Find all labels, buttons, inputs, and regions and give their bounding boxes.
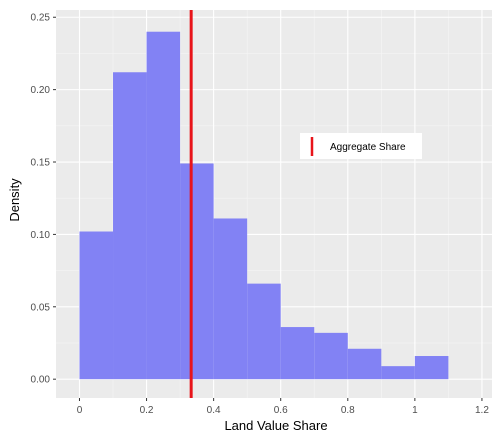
histogram-bar-7 bbox=[280, 327, 315, 380]
x-axis: 0 0.2 0.4 0.6 0.8 1 1.2 bbox=[77, 398, 489, 416]
histogram-bars bbox=[79, 31, 449, 380]
y-axis: 0.00 0.05 0.10 0.15 0.20 0.25 bbox=[31, 13, 56, 386]
histogram-bar-4 bbox=[180, 163, 214, 380]
histogram-bar-2 bbox=[113, 72, 147, 380]
y-tick-label: 0.10 bbox=[31, 230, 51, 241]
histogram-bar-9 bbox=[347, 348, 382, 380]
legend-box bbox=[300, 133, 422, 159]
x-tick-label: 0 bbox=[77, 405, 83, 416]
histogram-bar-6 bbox=[247, 283, 281, 380]
legend: Aggregate Share bbox=[300, 133, 422, 159]
x-tick-label: 0.4 bbox=[207, 405, 221, 416]
histogram-bar-8 bbox=[314, 332, 348, 380]
x-tick-label: 0.8 bbox=[341, 405, 355, 416]
x-tick-label: 0.6 bbox=[274, 405, 288, 416]
histogram-bar-10 bbox=[381, 366, 415, 380]
y-tick-label: 0.15 bbox=[31, 158, 51, 169]
histogram-bar-5 bbox=[213, 218, 248, 380]
histogram-bar-1 bbox=[79, 231, 114, 380]
x-tick-label: 1 bbox=[412, 405, 418, 416]
histogram-bar-11 bbox=[414, 356, 449, 380]
y-tick-label: 0.05 bbox=[31, 302, 51, 313]
y-tick-label: 0.00 bbox=[31, 375, 51, 386]
x-axis-title: Land Value Share bbox=[224, 418, 327, 433]
y-axis-title: Density bbox=[7, 178, 22, 222]
y-tick-label: 0.20 bbox=[31, 85, 51, 96]
x-tick-label: 0.2 bbox=[140, 405, 154, 416]
x-tick-label: 1.2 bbox=[475, 405, 489, 416]
histogram-bar-3 bbox=[146, 31, 181, 380]
legend-label: Aggregate Share bbox=[330, 142, 406, 153]
y-tick-label: 0.25 bbox=[31, 13, 51, 24]
